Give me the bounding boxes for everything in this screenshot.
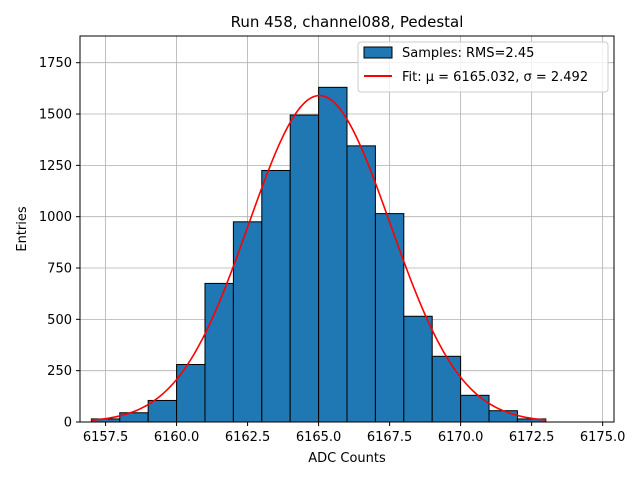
- histogram-bar: [431, 355, 462, 423]
- legend-histogram-swatch: [363, 46, 393, 59]
- histogram-bar: [374, 213, 405, 423]
- x-tick-label: 6157.5: [83, 430, 129, 445]
- fit-curve: [91, 94, 546, 421]
- x-tick-label: 6167.5: [367, 430, 413, 445]
- legend: Samples: RMS=2.45 Fit: μ = 6165.032, σ =…: [357, 41, 609, 93]
- histogram-bar: [147, 399, 178, 423]
- legend-histogram-label: Samples: RMS=2.45: [402, 46, 534, 61]
- histogram-bars: [90, 86, 547, 423]
- histogram-bar: [232, 221, 263, 423]
- plot-frame: [79, 35, 615, 423]
- legend-fit-label: Fit: μ = 6165.032, σ = 2.492: [402, 70, 588, 85]
- x-axis-label: ADC Counts: [308, 451, 386, 466]
- histogram-bar: [403, 315, 433, 423]
- y-axis-ticks: 0 250 500 750 1000 1250 1500 1750: [39, 56, 80, 431]
- x-tick-label: 6165.0: [296, 430, 342, 445]
- x-axis-ticks: 6157.5 6160.0 6162.5 6165.0 6167.5 6170.0 6172…: [83, 422, 626, 445]
- x-tick-label: 6162.5: [225, 430, 271, 445]
- y-tick-label: 0: [64, 416, 72, 431]
- legend-box: [357, 41, 609, 93]
- chart-title: Run 458, channel088, Pedestal: [231, 13, 464, 31]
- x-tick-label: 6172.5: [509, 430, 555, 445]
- y-tick-label: 1250: [39, 159, 72, 174]
- histogram-bar: [318, 86, 348, 423]
- histogram-bar: [204, 282, 234, 423]
- histogram-bar: [488, 410, 518, 423]
- y-tick-label: 500: [47, 313, 72, 328]
- y-tick-label: 1750: [39, 56, 72, 71]
- histogram-bar: [346, 145, 376, 423]
- y-axis-label: Entries: [15, 206, 30, 252]
- fit-curve-group: [91, 94, 546, 421]
- x-tick-label: 6175.0: [580, 430, 626, 445]
- y-tick-label: 1000: [39, 210, 72, 225]
- y-tick-label: 250: [47, 364, 72, 379]
- x-tick-label: 6170.0: [438, 430, 484, 445]
- histogram-bar: [261, 169, 291, 423]
- y-tick-label: 750: [47, 262, 72, 277]
- x-tick-label: 6160.0: [154, 430, 200, 445]
- histogram-bar: [460, 394, 490, 423]
- histogram-bar: [289, 114, 320, 423]
- y-tick-label: 1500: [39, 108, 72, 123]
